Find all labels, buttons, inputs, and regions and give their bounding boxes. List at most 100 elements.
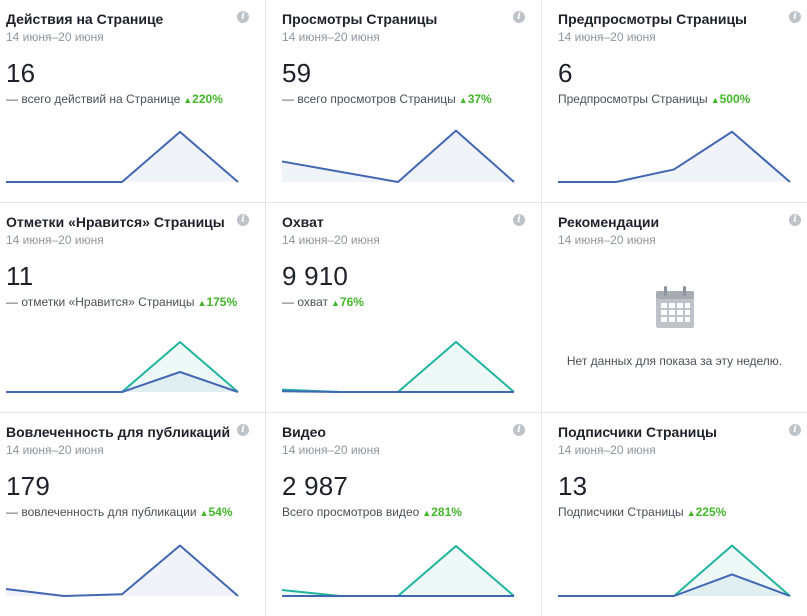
info-icon[interactable]: i xyxy=(513,424,525,436)
card-trend: 54% xyxy=(208,505,233,519)
card-desc: — вовлеченность для публикации ▲54% xyxy=(6,504,259,521)
card-date: 14 июня–20 июня xyxy=(558,443,656,457)
card-desc-text: — всего действий на Странице xyxy=(6,92,181,106)
card-title: Действия на Странице xyxy=(6,11,164,27)
card-desc-text: Всего просмотров видео xyxy=(282,505,420,519)
info-icon[interactable]: i xyxy=(237,214,249,226)
card-desc: Подписчики Страницы ▲225% xyxy=(558,504,801,521)
card-title: Предпросмотры Страницы xyxy=(558,11,748,27)
card-trend: 37% xyxy=(467,92,492,106)
sparkline-area xyxy=(6,131,238,182)
sparkline-area xyxy=(282,130,514,182)
sparkline-series xyxy=(281,129,515,183)
info-icon[interactable]: i xyxy=(789,424,801,436)
card-desc-text: — отметки «Нравится» Страницы xyxy=(6,295,195,309)
card-video[interactable]: Видео 14 июня–20 июня 2 987 Всего просмо… xyxy=(266,413,542,616)
card-desc: Предпросмотры Страницы ▲500% xyxy=(558,91,801,108)
card-title: Охват xyxy=(282,214,324,230)
card-desc: — охват ▲76% xyxy=(282,294,535,311)
sparkline-area xyxy=(6,342,238,392)
sparkline-series xyxy=(281,390,514,393)
sparkline xyxy=(558,130,791,183)
card-desc-text: — всего просмотров Страницы xyxy=(282,92,456,106)
card-desc: — всего просмотров Страницы ▲37% xyxy=(282,91,535,108)
card-reach[interactable]: Охват 14 июня–20 июня 9 910 — охват ▲76% … xyxy=(266,203,542,413)
card-value: 13 xyxy=(558,471,588,501)
card-value: 6 xyxy=(558,58,573,88)
card-desc-text: Предпросмотры Страницы xyxy=(558,92,708,106)
trend-up-icon: ▲ xyxy=(183,95,193,105)
card-date: 14 июня–20 июня xyxy=(558,30,656,44)
card-page-likes[interactable]: Отметки «Нравится» Страницы 14 июня–20 и… xyxy=(0,203,266,413)
card-date: 14 июня–20 июня xyxy=(6,233,104,247)
trend-up-icon: ▲ xyxy=(710,95,720,105)
info-icon[interactable]: i xyxy=(237,11,249,23)
card-date: 14 июня–20 июня xyxy=(558,233,656,247)
sparkline xyxy=(281,129,515,183)
sparkline-series xyxy=(558,130,791,183)
card-title: Просмотры Страницы xyxy=(282,11,438,27)
card-desc: Всего просмотров видео ▲281% xyxy=(282,504,535,521)
card-value: 16 xyxy=(6,58,36,88)
card-desc: — всего действий на Странице ▲220% xyxy=(6,91,259,108)
sparkline xyxy=(6,130,239,183)
sparkline xyxy=(5,544,239,597)
card-date: 14 июня–20 июня xyxy=(6,30,104,44)
sparkline-area xyxy=(282,546,514,596)
card-page-previews[interactable]: Предпросмотры Страницы 14 июня–20 июня 6… xyxy=(542,0,807,203)
card-desc: — отметки «Нравится» Страницы ▲175% xyxy=(6,294,259,311)
card-trend: 220% xyxy=(192,92,223,106)
sparkline-area xyxy=(282,341,514,392)
info-icon[interactable]: i xyxy=(513,214,525,226)
info-icon[interactable]: i xyxy=(789,214,801,226)
sparkline-area xyxy=(6,545,238,596)
sparkline-series xyxy=(558,573,791,597)
card-trend: 281% xyxy=(431,505,462,519)
card-title: Видео xyxy=(282,424,326,440)
card-title: Подписчики Страницы xyxy=(558,424,717,440)
card-date: 14 июня–20 июня xyxy=(6,443,104,457)
trend-up-icon: ▲ xyxy=(199,508,209,518)
card-desc-text: Подписчики Страницы xyxy=(558,505,684,519)
trend-up-icon: ▲ xyxy=(458,95,468,105)
sparkline-series xyxy=(5,544,239,597)
trend-up-icon: ▲ xyxy=(331,298,340,308)
card-value: 59 xyxy=(282,58,312,88)
card-value: 2 987 xyxy=(282,471,349,501)
card-trend: 175% xyxy=(206,295,238,309)
card-value: 9 910 xyxy=(282,261,349,291)
card-trend: 500% xyxy=(719,92,751,106)
info-icon[interactable]: i xyxy=(237,424,249,436)
card-value: 179 xyxy=(6,471,50,501)
card-page-views[interactable]: Просмотры Страницы 14 июня–20 июня 59 — … xyxy=(266,0,542,203)
card-title: Вовлеченность для публикаций xyxy=(6,424,231,440)
card-trend: 76% xyxy=(339,295,364,309)
card-date: 14 июня–20 июня xyxy=(282,30,380,44)
sparkline-series xyxy=(6,371,239,393)
sparkline-area xyxy=(558,545,790,596)
trend-up-icon: ▲ xyxy=(686,508,696,518)
card-value: 11 xyxy=(6,261,34,291)
card-date: 14 июня–20 июня xyxy=(282,233,380,247)
calendar-icon xyxy=(655,286,694,328)
info-icon[interactable]: i xyxy=(789,11,801,23)
card-recommendations[interactable]: Рекомендации 14 июня–20 июня i Нет данны… xyxy=(542,203,807,413)
card-desc-text: — охват xyxy=(282,295,329,309)
sparkline-series xyxy=(6,130,239,183)
card-title: Отметки «Нравится» Страницы xyxy=(6,214,225,230)
trend-up-icon: ▲ xyxy=(197,298,207,308)
card-page-actions[interactable]: Действия на Странице 14 июня–20 июня 16 … xyxy=(0,0,266,203)
sparkline xyxy=(281,340,515,393)
sparkline-area xyxy=(558,131,790,182)
card-desc-text: — вовлеченность для публикации xyxy=(6,505,197,519)
trend-up-icon: ▲ xyxy=(422,508,432,518)
sparkline xyxy=(281,545,515,597)
no-data-message: Нет данных для показа за эту неделю. xyxy=(566,354,783,368)
card-post-engagement[interactable]: Вовлеченность для публикаций 14 июня–20 … xyxy=(0,413,266,616)
no-data-panel: Нет данных для показа за эту неделю. xyxy=(542,285,807,368)
sparkline-area xyxy=(6,372,238,392)
card-page-followers[interactable]: Подписчики Страницы 14 июня–20 июня 13 П… xyxy=(542,413,807,616)
card-title: Рекомендации xyxy=(558,214,660,230)
info-icon[interactable]: i xyxy=(513,11,525,23)
